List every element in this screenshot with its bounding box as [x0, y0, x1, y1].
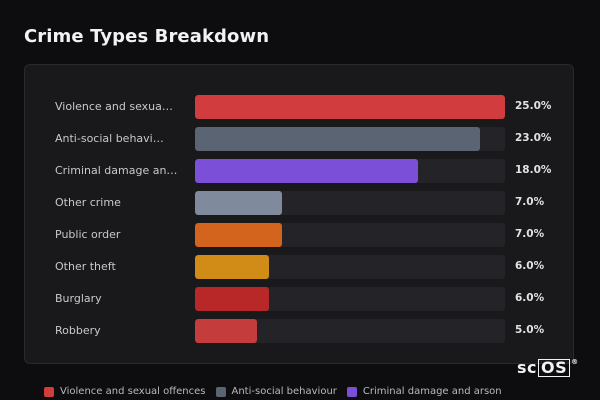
bar-track: [195, 95, 505, 119]
bar-row: Anti-social behavi… 23.0%: [25, 127, 573, 159]
bar-fill: [195, 287, 270, 311]
chart-legend: Violence and sexual offences Anti-social …: [44, 386, 502, 397]
bar-fill: [195, 319, 257, 343]
bar-category-label: Other crime: [55, 196, 121, 209]
bar-track: [195, 159, 505, 183]
bar-track: [195, 191, 505, 215]
scos-logo: sc OS ®: [517, 358, 579, 377]
bar-category-label: Other theft: [55, 260, 116, 273]
legend-swatch: [44, 386, 54, 397]
bar-track: [195, 319, 505, 343]
bar-row: Burglary 6.0%: [25, 287, 573, 319]
legend-swatch: [346, 386, 357, 397]
logo-prefix: sc: [517, 358, 538, 377]
logo-registered-mark: ®: [571, 358, 579, 366]
bar-fill: [195, 255, 270, 279]
bar-track: [195, 223, 505, 247]
bar-row: Other crime 7.0%: [25, 191, 573, 223]
bar-category-label: Burglary: [55, 292, 102, 305]
logo-boxed: OS: [538, 359, 571, 377]
bar-track: [195, 255, 505, 279]
legend-label: Criminal damage and arson: [362, 386, 502, 397]
bar-track: [195, 287, 505, 311]
bar-value-label: 23.0%: [515, 132, 552, 144]
bar-track: [195, 127, 505, 151]
legend-item: Criminal damage and arson: [346, 386, 502, 397]
bar-value-label: 6.0%: [515, 292, 545, 304]
bar-row: Other theft 6.0%: [25, 255, 573, 287]
chart-panel: Violence and sexua… 25.0% Anti-social beha…: [24, 64, 574, 364]
legend-label: Anti-social behaviour: [231, 386, 337, 397]
bar-value-label: 5.0%: [515, 324, 545, 336]
bar-value-label: 18.0%: [515, 164, 552, 176]
bar-value-label: 7.0%: [515, 228, 545, 240]
bar-row: Public order 7.0%: [25, 223, 573, 255]
legend-item: Anti-social behaviour: [215, 386, 337, 397]
bar-value-label: 25.0%: [515, 100, 552, 112]
chart-title: Crime Types Breakdown: [24, 26, 270, 47]
bar-category-label: Anti-social behavi…: [55, 132, 164, 145]
bar-value-label: 6.0%: [515, 260, 545, 272]
legend-label: Violence and sexual offences: [60, 386, 206, 397]
bar-category-label: Violence and sexua…: [55, 100, 173, 113]
bar-row: Robbery 5.0%: [25, 319, 573, 351]
legend-item: Violence and sexual offences: [44, 386, 206, 397]
bar-fill: [195, 159, 419, 183]
bar-row: Violence and sexua… 25.0%: [25, 95, 573, 127]
bar-rows: Violence and sexua… 25.0% Anti-social beha…: [25, 95, 573, 351]
bar-value-label: 7.0%: [515, 196, 545, 208]
bar-fill: [195, 95, 505, 119]
bar-category-label: Criminal damage an…: [55, 164, 178, 177]
bar-fill: [195, 127, 481, 151]
bar-fill: [195, 191, 282, 215]
legend-swatch: [215, 386, 226, 397]
bar-category-label: Public order: [55, 228, 121, 241]
bar-fill: [195, 223, 282, 247]
bar-row: Criminal damage an… 18.0%: [25, 159, 573, 191]
bar-category-label: Robbery: [55, 324, 101, 337]
